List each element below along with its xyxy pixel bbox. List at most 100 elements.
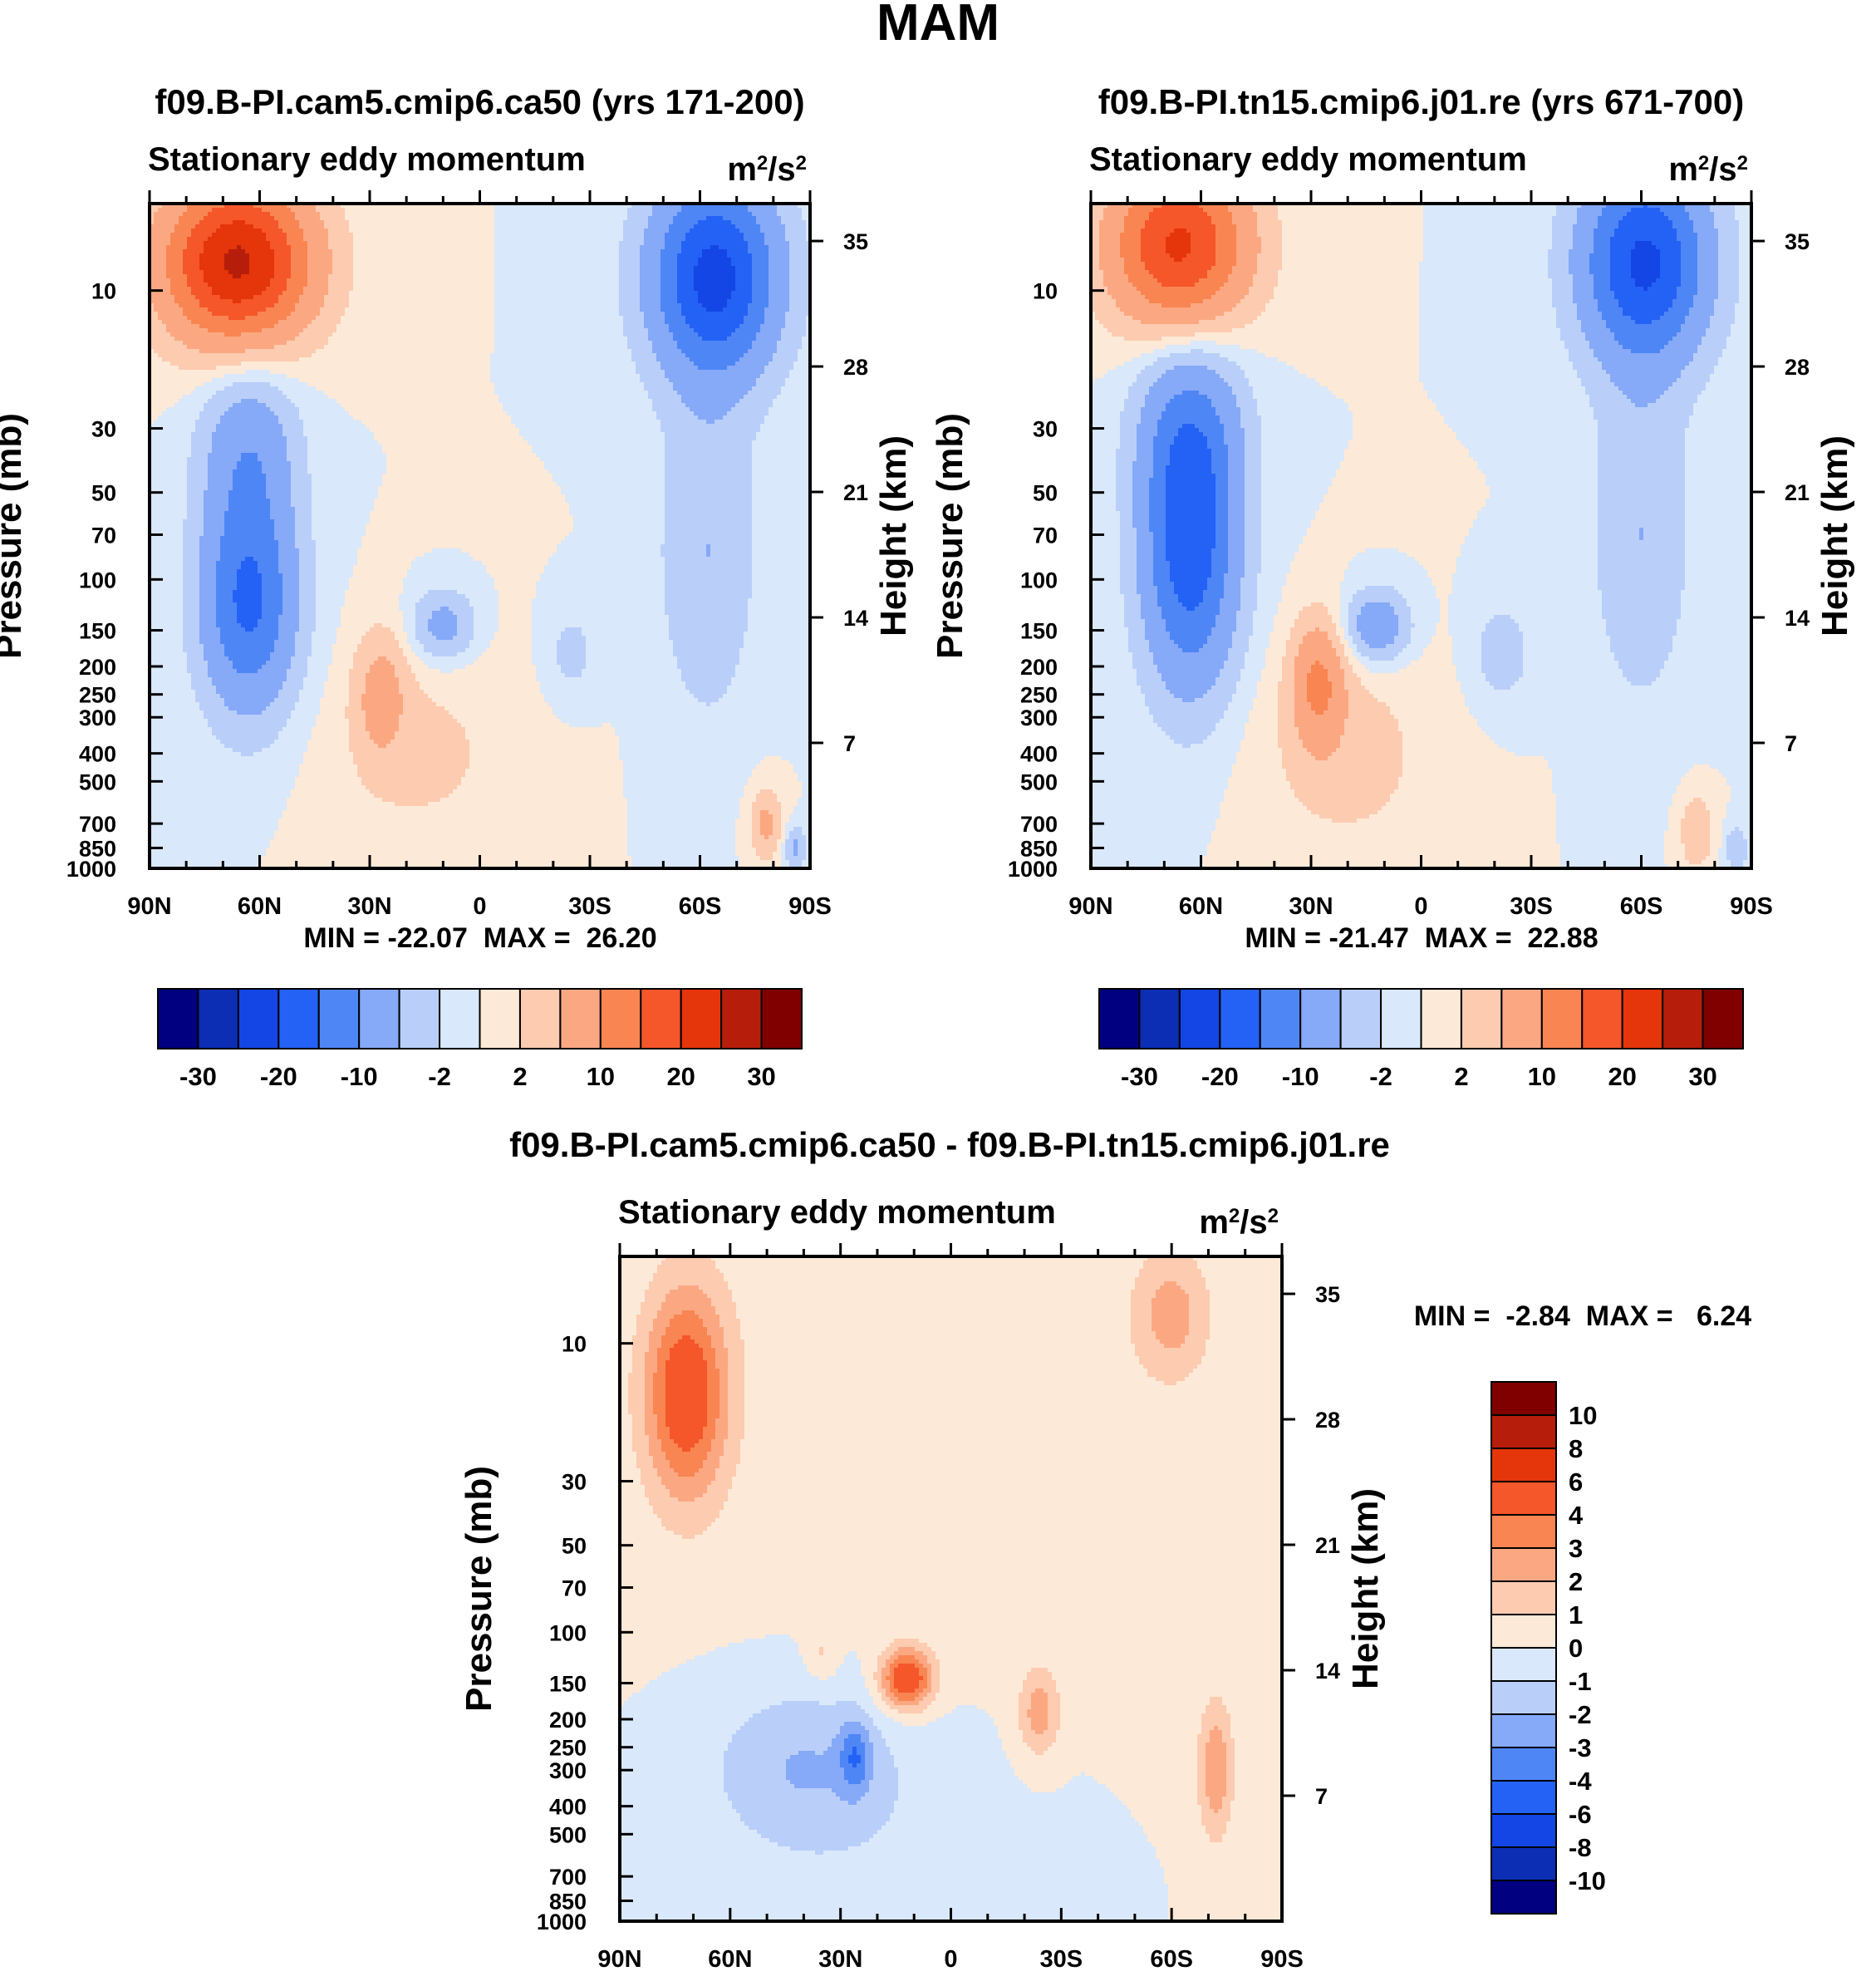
colorbar-label: -3 (1569, 1733, 1592, 1762)
x-tick-label: 30S (1040, 1946, 1083, 1973)
panel-1: f09.B-PI.cam5.cmip6.ca50 (yrs 171-200) St… (0, 82, 914, 1091)
y-tick-label: 400 (549, 1795, 587, 1820)
colorbar-box (1180, 989, 1220, 1049)
panel-2: f09.B-PI.tn15.cmip6.j01.re (yrs 671-700)… (930, 82, 1855, 1091)
x-tick-label: 60S (1150, 1946, 1193, 1973)
colorbar-box (560, 989, 600, 1049)
x-tick-label: 30N (347, 893, 391, 920)
colorbar-label: -2 (428, 1062, 451, 1091)
colorbar: -30 -20 -10 -2 2 10 20 30 (1099, 989, 1743, 1091)
y-tick-label: 100 (1020, 568, 1058, 592)
y-tick-label: 700 (1020, 812, 1058, 837)
contour-field (1091, 204, 1751, 868)
y-tick-label: 50 (1033, 481, 1058, 506)
colorbar-label: 0 (1569, 1634, 1583, 1663)
y-tick-label: 70 (91, 523, 116, 548)
x-tick-label: 30N (1289, 893, 1333, 920)
height-tick-label: 28 (843, 355, 868, 380)
y-tick-label: 30 (1033, 417, 1058, 442)
colorbar-box (1381, 989, 1421, 1049)
colorbar-label: 20 (666, 1062, 695, 1091)
y-tick-label: 30 (91, 417, 116, 442)
height-tick-label: 35 (843, 229, 868, 254)
colorbar-box (158, 989, 198, 1049)
colorbar-label: 3 (1569, 1534, 1583, 1563)
units-label: m2/s2 (1199, 1204, 1279, 1241)
colorbar-box (359, 989, 399, 1049)
x-tick-label: 60S (1620, 893, 1663, 920)
colorbar-label: -10 (1569, 1866, 1606, 1895)
colorbar-box (1491, 1415, 1556, 1448)
height-tick-label: 28 (1315, 1408, 1340, 1433)
height-tick-label: 35 (1785, 229, 1810, 254)
colorbar-label: -20 (260, 1062, 297, 1091)
x-tick-label: 0 (944, 1946, 957, 1973)
x-tick-label: 60S (679, 893, 722, 920)
colorbar-box (1341, 989, 1381, 1049)
y-tick-label: 1000 (537, 1910, 587, 1934)
colorbar-box (1623, 989, 1662, 1049)
y-tick-label: 1000 (1008, 857, 1058, 882)
height-tick-label: 21 (1785, 480, 1810, 505)
colorbar-label: -30 (1121, 1062, 1158, 1091)
colorbar-label: -1 (1569, 1667, 1592, 1696)
min-max-label: MIN = -2.84 MAX = 6.24 (1414, 1300, 1751, 1332)
colorbar-box (1501, 989, 1541, 1049)
colorbar-label: -20 (1201, 1062, 1239, 1091)
x-tick-label: 90N (597, 1946, 641, 1973)
y-axis-label: Pressure (mb) (459, 1466, 499, 1712)
y-tick-label: 10 (1033, 279, 1058, 304)
y-tick-label: 100 (79, 568, 116, 592)
height-tick-label: 35 (1315, 1282, 1340, 1307)
colorbar-box (1491, 1814, 1556, 1847)
height-tick-label: 14 (1315, 1659, 1340, 1684)
colorbar-box (1491, 1548, 1556, 1581)
y-axis-label: Pressure (mb) (0, 413, 29, 659)
colorbar-box (1491, 1515, 1556, 1548)
colorbar-box (1491, 1448, 1556, 1482)
y-tick-label: 400 (1020, 742, 1058, 767)
colorbar-box (1491, 1482, 1556, 1515)
colorbar-box (1542, 989, 1582, 1049)
colorbar-box (762, 989, 802, 1049)
panel-subtitle: Stationary eddy momentum (618, 1194, 1056, 1231)
x-tick-label: 90S (1260, 1946, 1304, 1973)
y-tick-label: 150 (1020, 619, 1058, 644)
colorbar-box (520, 989, 560, 1049)
y-axis-label-right: Height (km) (1815, 435, 1855, 637)
colorbar-label: -2 (1569, 1700, 1592, 1729)
y-axis-label-right: Height (km) (873, 435, 914, 637)
y-tick-label: 70 (562, 1575, 587, 1600)
y-tick-label: 1000 (66, 857, 116, 882)
x-tick-label: 60N (238, 893, 282, 920)
y-tick-label: 50 (91, 481, 116, 506)
y-tick-label: 70 (1033, 523, 1058, 548)
colorbar-box (238, 989, 278, 1049)
x-tick-label: 90S (788, 893, 832, 920)
x-tick-label: 30S (568, 893, 611, 920)
y-tick-label: 10 (91, 279, 116, 304)
colorbar-box (1703, 989, 1743, 1049)
height-tick-label: 21 (843, 480, 868, 505)
colorbar-box (1491, 1847, 1556, 1880)
y-tick-label: 30 (562, 1470, 587, 1495)
figure: MAM f09.B-PI.cam5.cmip6.ca50 (yrs 171-20… (0, 0, 1876, 1981)
colorbar-box (1491, 1880, 1556, 1914)
colorbar-box (641, 989, 680, 1049)
colorbar-box (721, 989, 761, 1049)
colorbar-box (1491, 1714, 1556, 1748)
min-max-label: MIN = -21.47 MAX = 22.88 (1245, 922, 1598, 954)
colorbar-box (1491, 1648, 1556, 1681)
panel-title: f09.B-PI.cam5.cmip6.ca50 (yrs 171-200) (155, 82, 804, 121)
panel-title: f09.B-PI.tn15.cmip6.j01.re (yrs 671-700) (1098, 82, 1744, 121)
colorbar-label: 10 (1528, 1062, 1556, 1091)
y-tick-label: 500 (79, 769, 116, 794)
x-tick-label: 30N (818, 1946, 862, 1973)
colorbar-box (1491, 1748, 1556, 1781)
colorbar-box (278, 989, 318, 1049)
units-label: m2/s2 (727, 151, 807, 188)
panel-subtitle: Stationary eddy momentum (148, 141, 586, 178)
colorbar-box (1099, 989, 1139, 1049)
x-tick-label: 60N (1179, 893, 1223, 920)
y-tick-label: 150 (549, 1672, 587, 1697)
